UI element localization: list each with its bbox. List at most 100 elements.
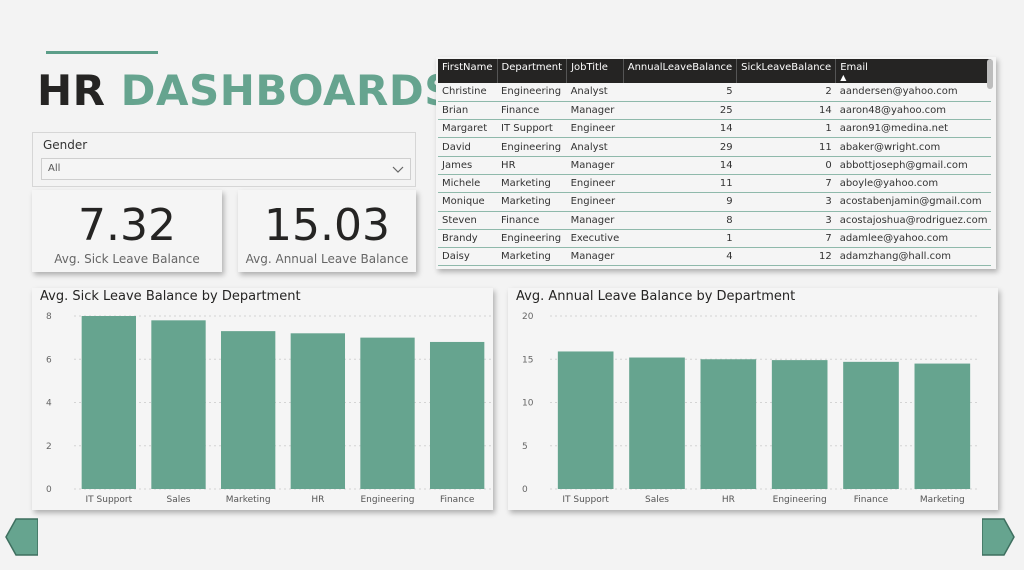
table-cell: Marketing xyxy=(501,178,551,190)
bar-marketing[interactable] xyxy=(914,363,971,489)
table-cell: 29 xyxy=(719,141,733,153)
bar-it-support[interactable] xyxy=(81,316,137,489)
bar-sales[interactable] xyxy=(629,357,685,489)
table-row[interactable]: Monique Marketing Engineer 9 3 acostabenjamin… xyxy=(438,193,992,212)
sick-leave-value: 7.32 xyxy=(78,200,176,251)
column-header-annualleavebalance[interactable]: AnnualLeaveBalance xyxy=(623,59,738,83)
y-tick-label: 20 xyxy=(522,312,534,322)
table-row[interactable]: James HR Manager 14 0 abbottjoseph@gmail.com xyxy=(438,156,992,175)
table-cell: 14 xyxy=(719,123,733,135)
sick-leave-caption: Avg. Sick Leave Balance xyxy=(54,252,200,266)
bar-marketing[interactable] xyxy=(220,331,276,489)
table-cell: Brian xyxy=(442,104,469,116)
column-header-label: FirstName xyxy=(442,62,493,73)
table-cell: aboyle@yahoo.com xyxy=(839,178,939,190)
table-cell: 1 xyxy=(825,123,832,135)
table-cell: acostajoshua@rodriguez.com xyxy=(839,214,988,226)
table-row[interactable]: Christine Engineering Analyst 5 2 aandersen@y… xyxy=(438,83,992,102)
table-cell: Marketing xyxy=(501,251,551,263)
table-row[interactable]: Brandy Engineering Executive 1 7 adamlee@yaho… xyxy=(438,229,992,248)
column-header-label: Department xyxy=(501,62,563,73)
table-cell: 8 xyxy=(726,214,733,226)
employee-table-visual: FirstName Department JobTitle AnnualLeaveBa… xyxy=(436,57,996,269)
x-tick-label: Sales xyxy=(645,495,669,505)
table-row[interactable]: Steven Finance Manager 8 3 acostajoshua@rodri… xyxy=(438,211,992,230)
table-cell: James xyxy=(442,159,473,171)
bar-it-support[interactable] xyxy=(557,351,614,489)
table-cell: Michele xyxy=(442,178,481,190)
table-row[interactable]: Michele Marketing Engineer 11 7 aboyle@yahoo.… xyxy=(438,174,992,193)
table-row[interactable]: Margaret IT Support Engineer 14 1 aaron91@med… xyxy=(438,120,992,138)
table-cell: Brandy xyxy=(442,233,478,245)
bar-sales[interactable] xyxy=(151,320,206,489)
y-tick-label: 5 xyxy=(522,442,528,452)
table-cell: Margaret xyxy=(442,123,488,135)
y-tick-label: 15 xyxy=(522,355,533,365)
gender-dropdown-value: All xyxy=(48,163,61,174)
table-cell: 0 xyxy=(825,159,832,171)
page-title: HR DASHBOARDS xyxy=(37,66,455,115)
table-cell: abbottjoseph@gmail.com xyxy=(839,159,968,171)
x-tick-label: IT Support xyxy=(562,495,609,505)
bar-hr[interactable] xyxy=(290,333,346,489)
annual-leave-by-dept-chart: Avg. Annual Leave Balance by Department … xyxy=(508,288,998,510)
table-cell: Daisy xyxy=(442,251,470,263)
table-cell: Monique xyxy=(442,196,485,208)
bar-finance[interactable] xyxy=(429,341,485,489)
table-cell: Engineering xyxy=(501,141,562,153)
bar-hr[interactable] xyxy=(700,359,757,489)
gender-dropdown[interactable]: All xyxy=(41,158,411,180)
table-cell: Manager xyxy=(570,251,615,263)
table-row[interactable]: Brian Finance Manager 25 14 aaron48@yahoo.com xyxy=(438,101,992,120)
y-tick-label: 8 xyxy=(46,312,52,322)
table-scrollbar[interactable] xyxy=(987,59,993,267)
table-row[interactable]: Daisy Marketing Manager 4 12 adamzhang@hall.c… xyxy=(438,248,992,266)
column-header-email[interactable]: Email ▲ xyxy=(836,59,992,83)
table-cell: acostabenjamin@gmail.com xyxy=(839,196,982,208)
column-header-label: JobTitle xyxy=(571,62,608,73)
table-cell: David xyxy=(442,141,471,153)
y-tick-label: 2 xyxy=(46,442,52,452)
column-header-department[interactable]: Department xyxy=(497,59,568,83)
y-tick-label: 4 xyxy=(46,399,52,409)
y-tick-label: 0 xyxy=(522,485,528,495)
x-tick-label: IT Support xyxy=(86,495,133,505)
table-row[interactable]: David Engineering Analyst 29 11 abaker@wright… xyxy=(438,138,992,157)
table-cell: Christine xyxy=(442,86,487,98)
table-cell: Engineering xyxy=(501,233,562,245)
x-tick-label: Sales xyxy=(167,495,191,505)
table-cell: Engineer xyxy=(570,178,616,190)
x-tick-label: Finance xyxy=(440,495,475,505)
column-header-label: AnnualLeaveBalance xyxy=(627,62,733,73)
annual-leave-caption: Avg. Annual Leave Balance xyxy=(245,252,409,266)
arrow-right-icon[interactable] xyxy=(982,518,1016,556)
column-header-jobtitle[interactable]: JobTitle xyxy=(566,59,624,83)
table-cell: Manager xyxy=(570,214,615,226)
sick-leave-by-dept-chart: Avg. Sick Leave Balance by Department 0 2… xyxy=(32,288,493,510)
column-header-sickleavebalance[interactable]: SickLeaveBalance xyxy=(736,59,837,83)
bar-finance[interactable] xyxy=(843,361,899,489)
table-scrollbar-thumb[interactable] xyxy=(987,59,993,89)
table-cell: Engineer xyxy=(570,123,616,135)
table-cell: Marketing xyxy=(501,196,551,208)
table-cell: adamlee@yahoo.com xyxy=(839,233,949,245)
table-cell: 11 xyxy=(719,178,733,190)
bar-engineering[interactable] xyxy=(771,360,828,489)
bar-engineering[interactable] xyxy=(360,337,415,489)
y-tick-label: 6 xyxy=(46,355,52,365)
gender-slicer: Gender All xyxy=(32,132,416,187)
column-header-firstname[interactable]: FirstName xyxy=(438,59,498,83)
x-tick-label: Marketing xyxy=(226,495,271,505)
x-tick-label: Engineering xyxy=(773,495,827,505)
arrow-left-icon[interactable] xyxy=(4,518,38,556)
table-cell: Manager xyxy=(570,104,615,116)
table-cell: 14 xyxy=(818,104,832,116)
table-cell: aaron48@yahoo.com xyxy=(839,104,946,116)
table-cell: Steven xyxy=(442,214,477,226)
sick-leave-bar-plot: 0 2 4 6 8 IT Support Sales Marketing HR Engineeri… xyxy=(46,312,492,505)
table-cell: Finance xyxy=(501,104,540,116)
title-accent-bar xyxy=(46,51,158,54)
page-title-part1: HR xyxy=(37,66,106,115)
annual-leave-bar-plot: 0 5 10 15 20 IT Support Sales HR Engineering Fina… xyxy=(522,312,978,505)
y-tick-label: 10 xyxy=(522,399,534,409)
